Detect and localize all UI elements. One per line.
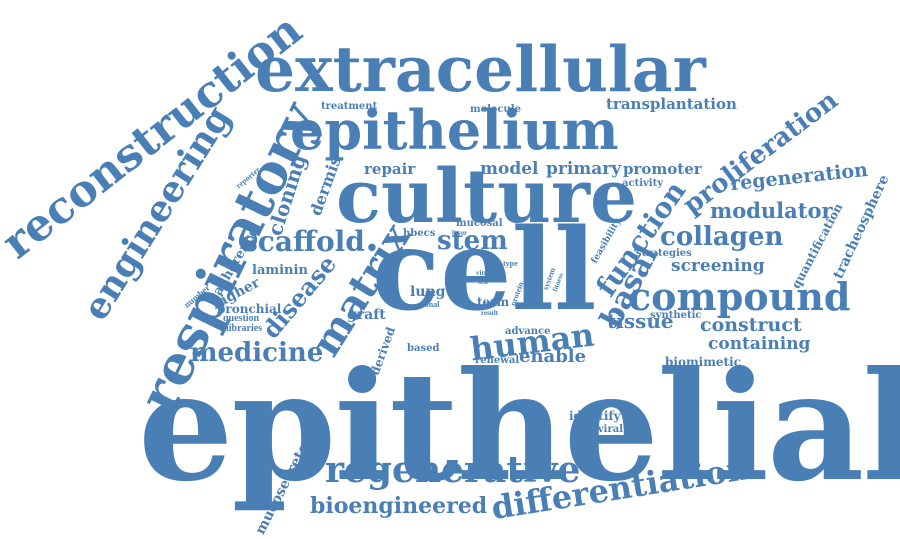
word-scaffold: scaffold xyxy=(242,225,365,258)
word-advance: advance xyxy=(505,326,551,337)
word-tissue: tissue xyxy=(607,309,674,333)
word-tracheosphere: tracheosphere xyxy=(830,172,893,282)
word-promoter: promoter xyxy=(623,160,702,178)
word-treatment: treatment xyxy=(321,101,378,112)
word-strategies: strategies xyxy=(636,248,692,259)
word-type: type xyxy=(503,259,518,268)
word-question: question xyxy=(223,313,260,324)
word-medicine: medicine xyxy=(190,338,324,368)
word-molecule: molecule xyxy=(470,104,521,115)
word-model: model xyxy=(480,159,539,179)
word-repair: repair xyxy=(364,160,416,178)
word-result: result xyxy=(481,309,498,317)
word-lentiviral: lentiviral xyxy=(572,424,624,435)
word-identify: identify xyxy=(569,409,621,423)
word-regenerative: regenerative xyxy=(325,449,581,491)
word-containing: containing xyxy=(708,334,811,354)
word-graft: graft xyxy=(347,307,386,323)
word-activity: activity xyxy=(622,178,664,189)
word-synthetic: synthetic xyxy=(650,310,702,321)
word-enable: enable xyxy=(519,346,587,367)
word-compound: compound xyxy=(628,274,851,319)
word-term: term xyxy=(477,295,510,309)
word-epithelial: epithelial xyxy=(138,339,900,515)
word-stem: stem xyxy=(437,226,508,256)
word-lung: lung xyxy=(410,284,446,300)
word-primary: primary xyxy=(546,159,622,179)
word-transplantation: transplantation xyxy=(606,95,737,113)
word-bioengineered: bioengineered xyxy=(310,493,488,519)
word-hbecs: hbecs xyxy=(403,228,436,239)
word-clonal: clonal xyxy=(419,300,440,309)
word-vitro: vitro xyxy=(476,269,491,277)
word-mucosal: mucosal xyxy=(456,218,503,229)
word-renewal: renewal xyxy=(475,355,520,366)
word-layer: layer xyxy=(452,229,468,237)
word-cell: cell xyxy=(372,205,597,336)
word-construct: construct xyxy=(700,314,802,336)
word-bronchial: bronchial xyxy=(217,302,282,316)
word-extracellular: extracellular xyxy=(255,32,706,106)
word-modulator: modulator xyxy=(710,198,833,223)
word-based: based xyxy=(407,343,440,354)
word-biomimetic: biomimetic xyxy=(665,355,741,369)
word-screening: screening xyxy=(671,256,765,276)
word-collagen: collagen xyxy=(660,222,784,252)
word-culture: culture xyxy=(336,154,638,240)
word-self: self xyxy=(478,278,489,286)
word-laminin: laminin xyxy=(252,263,308,278)
word-epithelium: epithelium xyxy=(290,98,619,162)
word-libraries: libraries xyxy=(226,323,263,334)
